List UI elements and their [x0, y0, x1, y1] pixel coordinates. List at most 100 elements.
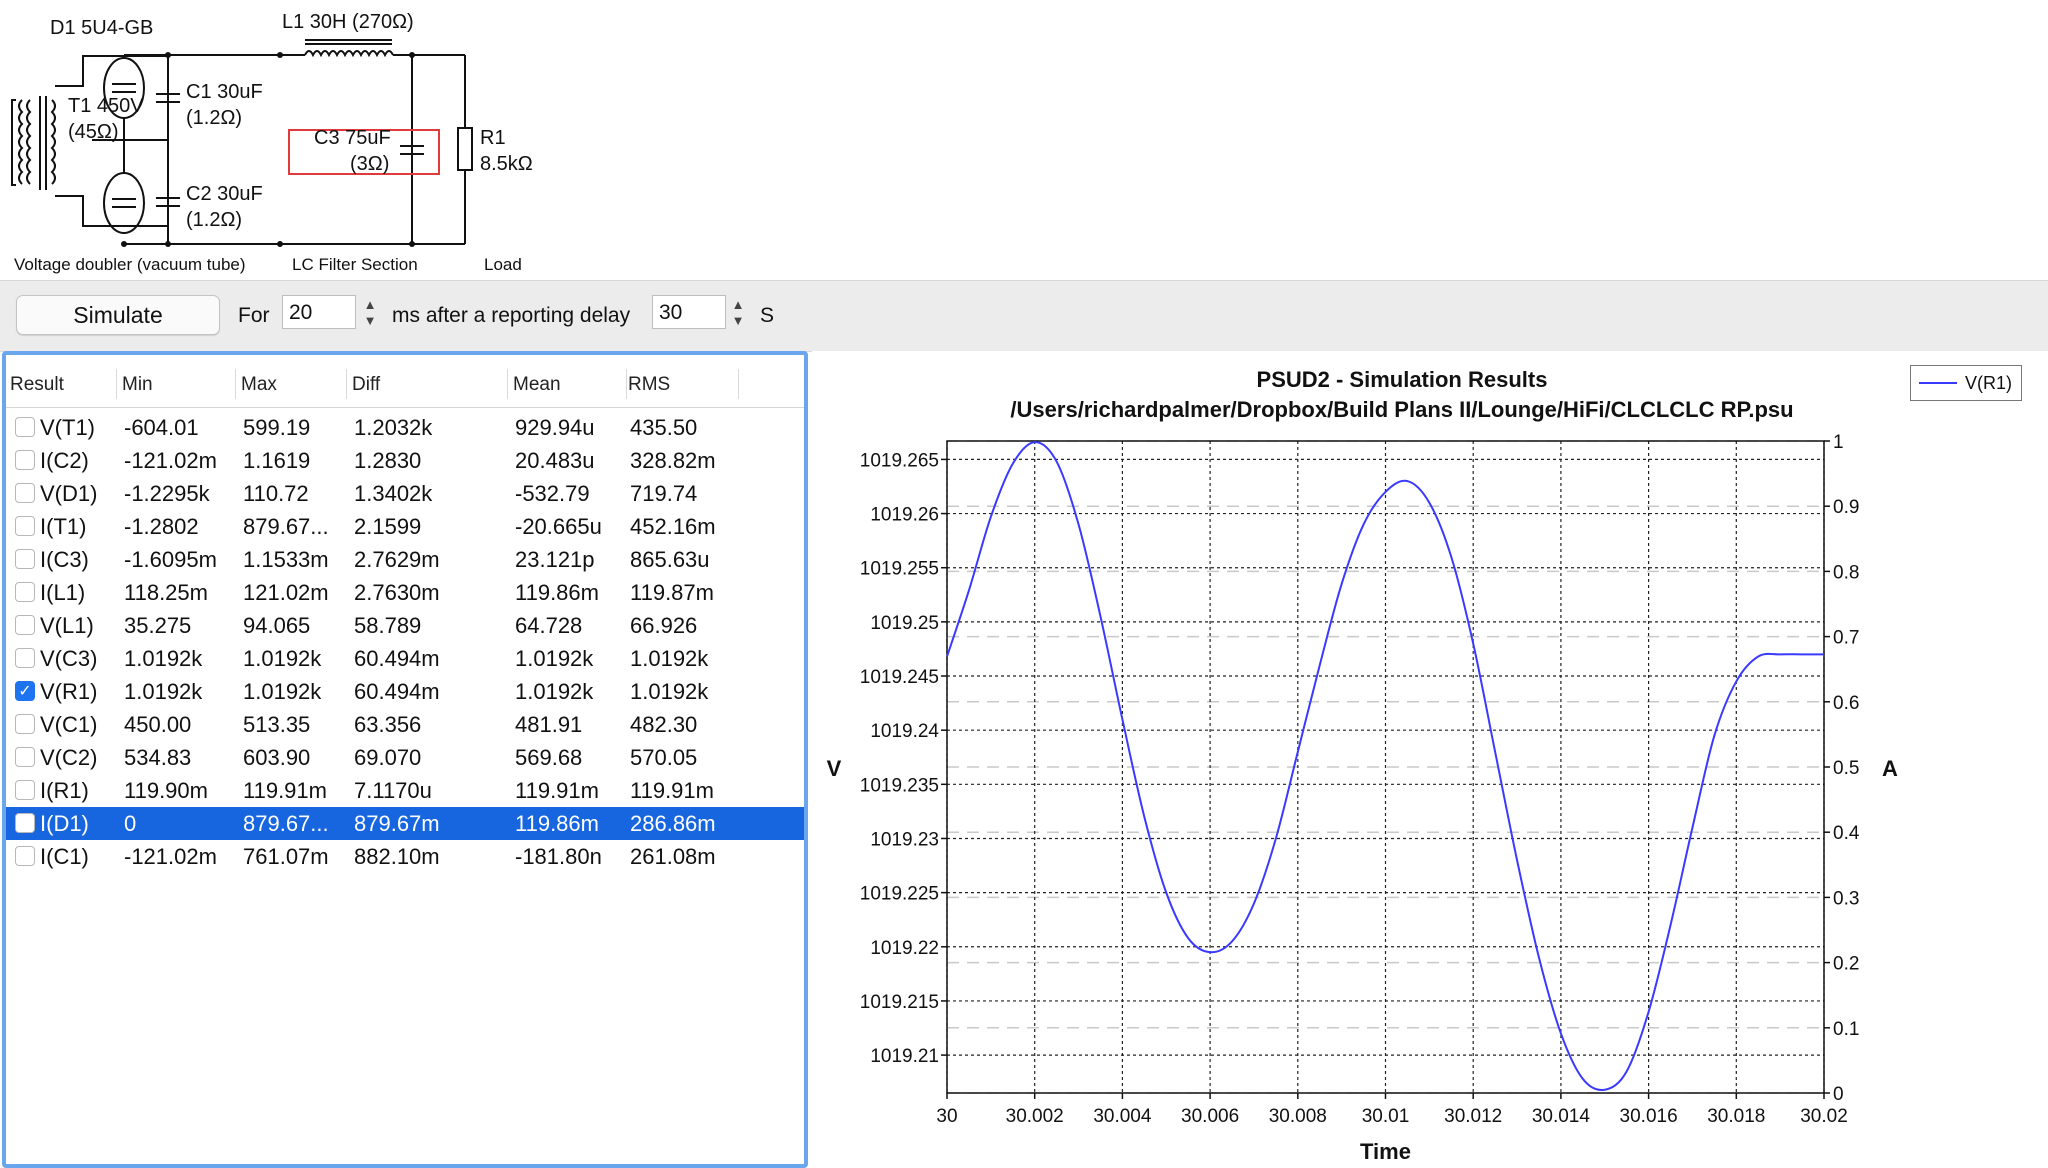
x-tick-label: 30.016 [1620, 1106, 1678, 1127]
mean-cell: -20.665u [515, 514, 602, 539]
row-checkbox[interactable] [15, 846, 35, 866]
column-header-mean[interactable]: Mean [513, 374, 561, 395]
table-row[interactable]: ✓ V(R1) 1.0192k 1.0192k 60.494m 1.0192k 1.0192… [6, 675, 804, 708]
x-tick-label: 30.01 [1362, 1106, 1410, 1127]
mean-cell: 23.121p [515, 547, 595, 572]
table-row[interactable]: I(L1) 118.25m 121.02m 2.7630m 119.86m 119.87m [6, 576, 804, 609]
min-cell: -121.02m [124, 448, 217, 473]
chart-title: PSUD2 - Simulation Results [1256, 367, 1548, 392]
duration-input[interactable]: 20 [282, 295, 356, 329]
row-checkbox[interactable] [15, 615, 35, 635]
y-axis-label: V [827, 756, 842, 781]
table-row[interactable]: V(C1) 450.00 513.35 63.356 481.91 482.30 [6, 708, 804, 741]
stepper-up-icon[interactable]: ▲ [363, 297, 377, 312]
column-header-min[interactable]: Min [122, 374, 153, 395]
diff-cell: 2.7629m [354, 547, 440, 572]
row-checkbox[interactable] [15, 417, 35, 437]
column-header-diff[interactable]: Diff [352, 374, 381, 395]
table-row[interactable]: I(C2) -121.02m 1.1619 1.2830 20.483u 328.82m [6, 444, 804, 477]
diff-cell: 60.494m [354, 646, 440, 671]
rms-cell: 570.05 [630, 745, 698, 770]
table-row[interactable]: V(L1) 35.275 94.065 58.789 64.728 66.926 [6, 609, 804, 642]
x-tick-label: 30.012 [1444, 1106, 1502, 1127]
simulate-button[interactable]: Simulate [16, 295, 220, 335]
y2-tick-label: 0.4 [1833, 823, 1860, 844]
row-checkbox[interactable] [15, 714, 35, 734]
table-row[interactable]: V(T1) -604.01 599.19 1.2032k 929.94u 435.50 [6, 411, 804, 444]
row-checkbox[interactable] [15, 450, 35, 470]
max-cell: 94.065 [243, 613, 311, 638]
stepper-up-icon[interactable]: ▲ [731, 297, 745, 312]
table-row[interactable]: V(C2) 534.83 603.90 69.070 569.68 570.05 [6, 741, 804, 774]
row-checkbox[interactable] [15, 483, 35, 503]
chart-subtitle: /Users/richardpalmer/Dropbox/Build Plans… [1010, 397, 1794, 422]
x-tick-label: 30.018 [1707, 1106, 1765, 1127]
table-row[interactable]: I(R1) 119.90m 119.91m 7.1170u 119.91m 119.91m [6, 774, 804, 807]
column-divider [235, 369, 236, 399]
section-load: Load [484, 255, 522, 274]
table-row[interactable]: V(D1) -1.2295k 110.72 1.3402k -532.79 719.74 [6, 477, 804, 510]
mean-cell: 119.86m [515, 811, 599, 836]
label-l1: L1 30H (270Ω) [282, 11, 414, 33]
row-checkbox[interactable] [15, 648, 35, 668]
result-name-cell: I(L1) [40, 580, 86, 605]
rms-cell: 66.926 [630, 613, 698, 638]
column-header-rms[interactable]: RMS [628, 374, 671, 395]
result-name-cell: V(T1) [40, 415, 95, 440]
results-table-header: Result Min Max Diff Mean RMS [6, 355, 804, 408]
schematic-diagram: D1 5U4-GB L1 30H (270Ω) T1 450V (45Ω) C1… [0, 0, 2048, 278]
table-row[interactable]: I(T1) -1.2802 879.67... 2.1599 -20.665u 452.1… [6, 510, 804, 543]
row-checkbox[interactable] [15, 516, 35, 536]
result-name-cell: I(C1) [40, 844, 89, 869]
diff-cell: 2.7630m [354, 580, 440, 605]
max-cell: 761.07m [243, 844, 329, 869]
rms-cell: 719.74 [630, 481, 698, 506]
row-checkbox[interactable] [15, 549, 35, 569]
column-header-result[interactable]: Result [10, 374, 64, 395]
stepper-down-icon[interactable]: ▼ [363, 313, 377, 328]
chart-plot: 30 30.002 30.004 30.006 30.008 30.01 30.012 30.… [827, 432, 1898, 1164]
table-row[interactable]: I(C1) -121.02m 761.07m 882.10m -181.80n 261.0… [6, 840, 804, 873]
min-cell: -1.2295k [124, 481, 210, 506]
reporting-delay-input[interactable]: 30 [652, 295, 726, 329]
label-c3-esr: (3Ω) [350, 153, 390, 175]
row-checkbox[interactable] [15, 747, 35, 767]
delay-stepper[interactable]: ▲ ▼ [728, 295, 748, 331]
max-cell: 1.1533m [243, 547, 329, 572]
table-row[interactable]: I(C3) -1.6095m 1.1533m 2.7629m 23.121p 865.63… [6, 543, 804, 576]
label-c1: C1 30uF [186, 81, 263, 103]
x-tick-label: 30.02 [1800, 1106, 1848, 1127]
x-axis-label: Time [1360, 1139, 1411, 1164]
section-lc-filter: LC Filter Section [292, 255, 418, 274]
rms-cell: 119.91m [630, 778, 714, 803]
table-row[interactable]: I(D1) 0 879.67... 879.67m 119.86m 286.86m [6, 807, 804, 840]
min-cell: 1.0192k [124, 679, 203, 704]
column-divider [346, 369, 347, 399]
rms-cell: 865.63u [630, 547, 710, 572]
stepper-down-icon[interactable]: ▼ [731, 313, 745, 328]
row-checkbox[interactable] [15, 813, 35, 833]
chart-legend: V(R1) [1910, 365, 2022, 401]
results-table[interactable]: Result Min Max Diff Mean RMS V(T1) -604.0… [2, 351, 808, 1168]
row-checkbox[interactable]: ✓ [15, 681, 35, 701]
mean-cell: -181.80n [515, 844, 602, 869]
diff-cell: 60.494m [354, 679, 440, 704]
row-checkbox[interactable] [15, 582, 35, 602]
y2-axis-label: A [1882, 756, 1898, 781]
label-c2: C2 30uF [186, 183, 263, 205]
label-t1-resistance: (45Ω) [68, 121, 119, 143]
diff-cell: 1.2032k [354, 415, 433, 440]
table-row[interactable]: V(C3) 1.0192k 1.0192k 60.494m 1.0192k 1.0192k [6, 642, 804, 675]
column-header-max[interactable]: Max [241, 374, 277, 395]
diff-cell: 7.1170u [354, 778, 432, 803]
row-checkbox[interactable] [15, 780, 35, 800]
rms-cell: 286.86m [630, 811, 716, 836]
chart-panel: 30 30.002 30.004 30.006 30.008 30.01 30.012 30.… [812, 351, 2048, 1168]
result-name-cell: I(D1) [40, 811, 89, 836]
min-cell: 1.0192k [124, 646, 203, 671]
y-tick-label: 1019.26 [870, 505, 939, 526]
duration-stepper[interactable]: ▲ ▼ [360, 295, 380, 331]
y-tick-label: 1019.265 [860, 450, 939, 471]
x-tick-label: 30.004 [1093, 1106, 1152, 1127]
result-name-cell: I(C3) [40, 547, 89, 572]
